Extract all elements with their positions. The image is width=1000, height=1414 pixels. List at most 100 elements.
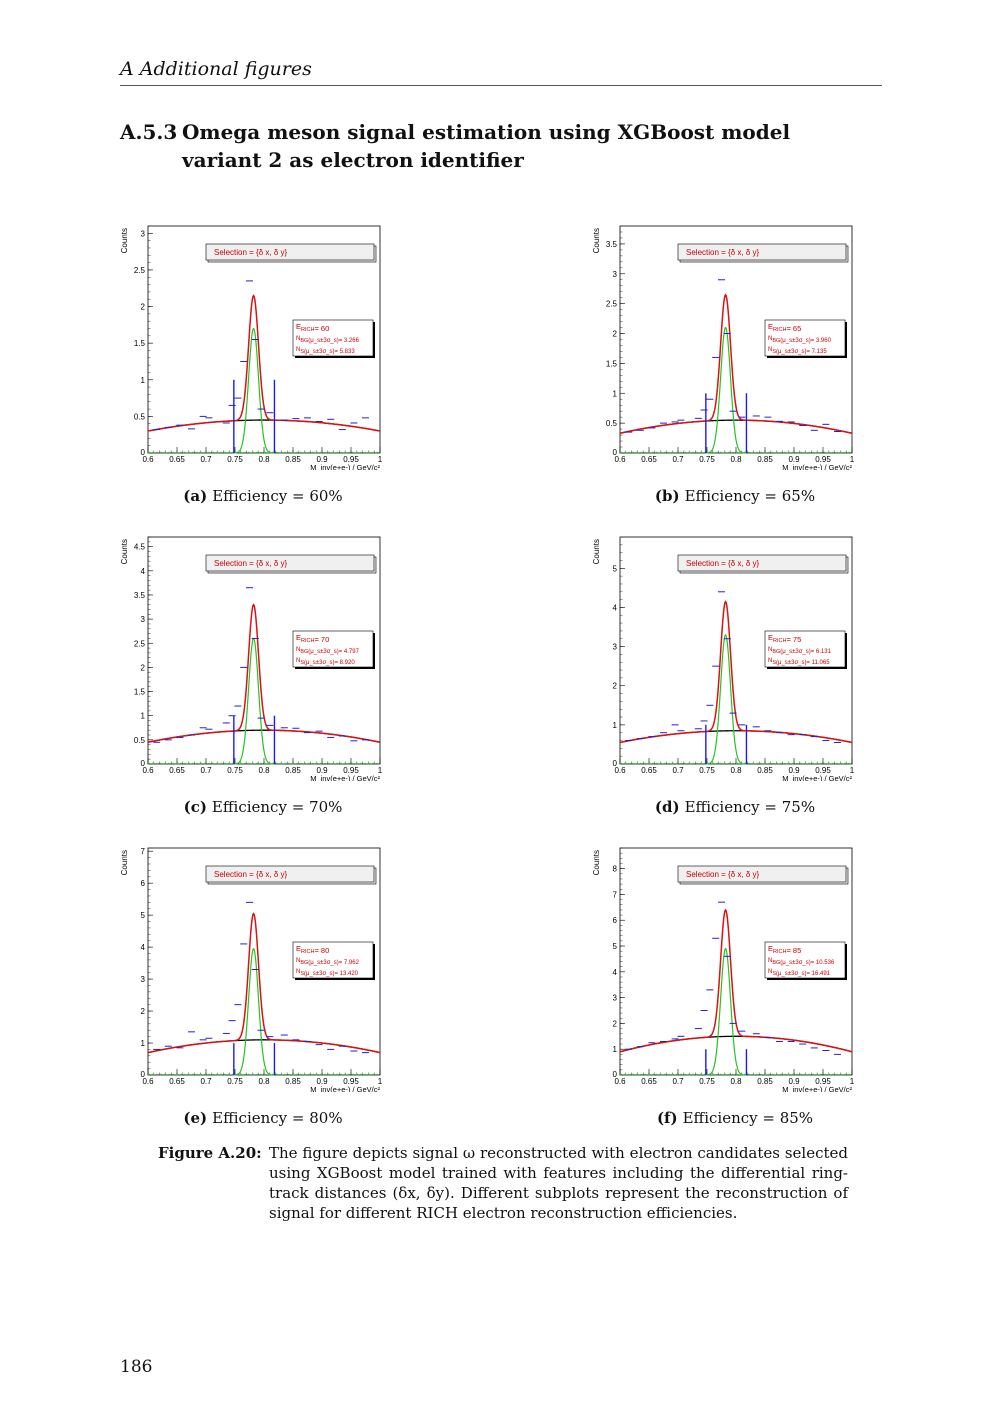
- stats-n-s: NS(μ_s±3σ_s)= 16.491: [768, 969, 831, 977]
- stats-n-s: NS(μ_s±3σ_s)= 5.833: [296, 347, 355, 355]
- stats-box: [292, 941, 374, 979]
- y-axis-title: Counts: [120, 228, 129, 253]
- y-tick-label: 1.5: [134, 339, 146, 348]
- x-tick-label: 0.7: [672, 766, 684, 775]
- y-tick-label: 5: [613, 564, 618, 573]
- stats-e-rich: ERICH= 65: [768, 322, 801, 333]
- subcaption-label: (d): [654, 798, 680, 816]
- stats-e-rich: ERICH= 60: [296, 322, 329, 333]
- stats-e-rich: ERICH= 80: [296, 944, 329, 955]
- x-tick-label: 0.9: [788, 1077, 800, 1086]
- x-tick-label: 0.65: [169, 455, 185, 464]
- legend-text: Selection = {δ x, δ y}: [686, 559, 759, 568]
- x-tick-label: 0.95: [343, 1077, 359, 1086]
- y-zero-label: 0: [141, 1070, 146, 1079]
- x-tick-label: 0.6: [142, 1077, 154, 1086]
- x-tick-label: 0.95: [815, 455, 831, 464]
- y-tick-label: 5: [613, 942, 618, 951]
- figure-caption-text: The figure depicts signal ω reconstructe…: [269, 1144, 848, 1222]
- signal-fit-line: [705, 947, 747, 1076]
- subcaption-text: Efficiency = 65%: [684, 487, 816, 505]
- y-tick-label: 5: [141, 911, 146, 920]
- y-tick-label: 0.5: [606, 419, 618, 428]
- stats-n-bg: NBG(μ_s±3σ_s)= 10.536: [768, 958, 835, 966]
- x-tick-label: 1: [378, 1077, 383, 1086]
- section-title: Omega meson signal estimation using XGBo…: [182, 120, 791, 172]
- x-tick-label: 0.8: [730, 766, 742, 775]
- y-tick-label: 1: [141, 376, 146, 385]
- y-tick-label: 3.5: [134, 591, 146, 600]
- x-tick-label: 0.6: [142, 455, 154, 464]
- x-tick-label: 0.95: [343, 455, 359, 464]
- y-tick-label: 3: [613, 643, 618, 652]
- section-heading: A.5.3 Omega meson signal estimation usin…: [120, 118, 860, 174]
- stats-n-bg: NBG(μ_s±3σ_s)= 3.960: [768, 336, 832, 344]
- legend-text: Selection = {δ x, δ y}: [686, 870, 759, 879]
- x-tick-label: 0.8: [258, 1077, 270, 1086]
- x-tick-label: 0.7: [672, 455, 684, 464]
- stats-n-bg: NBG(μ_s±3σ_s)= 6.131: [768, 647, 832, 655]
- stats-n-s: NS(μ_s±3σ_s)= 7.135: [768, 347, 827, 355]
- stats-box: [292, 319, 374, 357]
- y-tick-label: 6: [613, 916, 618, 925]
- x-axis-title: M_inv(e+e-) / GeV/c²: [310, 774, 380, 781]
- signal-fit-line: [233, 637, 275, 765]
- y-tick-label: 1: [141, 712, 146, 721]
- legend-box: [677, 865, 847, 883]
- subcaption-label: (b): [654, 487, 680, 505]
- y-tick-label: 7: [613, 890, 618, 899]
- y-tick-label: 1: [613, 1045, 618, 1054]
- running-head: A Additional figures: [120, 58, 312, 80]
- x-tick-label: 0.9: [788, 766, 800, 775]
- stats-box: [764, 630, 846, 668]
- y-tick-label: 0.5: [134, 736, 146, 745]
- x-tick-label: 0.75: [227, 1077, 243, 1086]
- stats-e-rich: ERICH= 70: [296, 633, 329, 644]
- x-tick-label: 0.75: [699, 1077, 715, 1086]
- stats-n-s: NS(μ_s±3σ_s)= 11.065: [768, 658, 830, 666]
- legend-box: [677, 554, 847, 572]
- plot-efficiency-75: 1 2 3 4 5 0.6 0.65 0.7 0.75 0.8 0.85 0.9 0.95 1 0 Count…: [592, 536, 855, 781]
- signal-fit-line: [233, 948, 275, 1076]
- x-axis-title: M_inv(e+e-) / GeV/c²: [782, 463, 852, 470]
- signal-fit-line: [705, 326, 747, 454]
- y-tick-label: 1: [613, 389, 618, 398]
- legend-text: Selection = {δ x, δ y}: [214, 870, 287, 879]
- signal-fit-line: [233, 327, 275, 454]
- y-tick-label: 4: [613, 968, 618, 977]
- y-tick-label: 4: [613, 603, 618, 612]
- y-tick-label: 2: [613, 682, 618, 691]
- x-tick-label: 0.85: [757, 766, 773, 775]
- subcaption-text: Efficiency = 80%: [212, 1109, 343, 1127]
- x-tick-label: 0.6: [614, 766, 626, 775]
- stats-n-s: NS(μ_s±3σ_s)= 13.420: [296, 969, 359, 977]
- stats-n-bg: NBG(μ_s±3σ_s)= 3.266: [296, 336, 360, 344]
- x-tick-label: 0.85: [757, 455, 773, 464]
- subcaption-text: Efficiency = 85%: [682, 1109, 814, 1127]
- y-tick-label: 1: [613, 721, 618, 730]
- y-tick-label: 2: [613, 1019, 618, 1028]
- subcaption-a: (a) Efficiency = 60%: [113, 487, 413, 505]
- plot-efficiency-85: 1 2 3 4 5 6 7 8 0.6 0.65 0.7 0.75 0.8 0.85 0.9 0.95 1 0 Co…: [592, 847, 855, 1092]
- x-tick-label: 0.9: [316, 455, 328, 464]
- subcaption-f: (f) Efficiency = 85%: [585, 1109, 885, 1127]
- subcaption-e: (e) Efficiency = 80%: [113, 1109, 413, 1127]
- x-tick-label: 0.65: [641, 1077, 657, 1086]
- legend-box: [205, 243, 375, 261]
- stats-box: [764, 941, 846, 979]
- total-fit-line: [619, 293, 853, 435]
- signal-fit-line: [705, 634, 747, 765]
- figure-caption: Figure A.20: The figure depicts signal ω…: [158, 1143, 848, 1223]
- y-axis-title: Counts: [592, 850, 601, 875]
- x-tick-label: 1: [850, 1077, 855, 1086]
- x-tick-label: 0.65: [169, 1077, 185, 1086]
- plot-efficiency-60: 0.5 1 1.5 2 2.5 3 0.6 0.65 0.7 0.75 0.8 0.85 0.9 0.95…: [120, 225, 383, 470]
- section-number: A.5.3: [120, 120, 178, 144]
- y-tick-label: 2: [141, 663, 146, 672]
- y-tick-label: 4: [141, 943, 146, 952]
- y-tick-label: 8: [613, 865, 618, 874]
- stats-e-rich: ERICH= 75: [768, 633, 801, 644]
- x-tick-label: 0.7: [200, 766, 212, 775]
- subcaption-label: (e): [183, 1109, 208, 1127]
- y-tick-label: 3: [141, 229, 146, 238]
